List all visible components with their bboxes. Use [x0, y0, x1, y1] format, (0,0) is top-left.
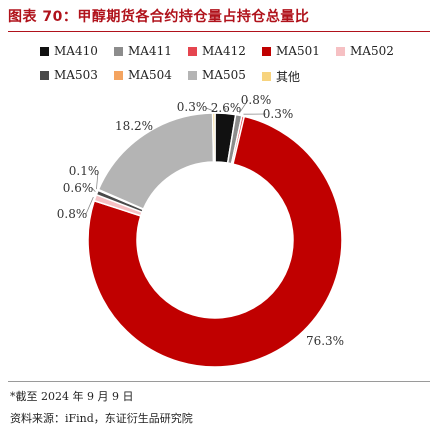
value-label-ma411: 0.8%	[241, 93, 272, 107]
value-label-ma501: 76.3%	[306, 334, 344, 348]
source-note: 资料来源：iFind，东证衍生品研究院	[10, 410, 193, 426]
donut-slices	[88, 113, 342, 367]
footer-rule	[8, 381, 430, 382]
slice-other	[213, 113, 215, 162]
value-label-ma410: 2.6%	[211, 101, 242, 115]
value-label-ma503: 0.6%	[63, 181, 94, 195]
value-label-ma505: 18.2%	[115, 119, 153, 133]
value-label-ma504: 0.1%	[69, 164, 100, 178]
donut-chart: 2.6% 0.8% 0.3% 76.3% 0.8% 0.6% 0.1% 18.2…	[0, 0, 438, 380]
value-label-other: 0.3%	[177, 100, 208, 114]
footnote: *截至 2024 年 9 月 9 日	[10, 388, 133, 404]
value-label-ma502: 0.8%	[57, 207, 88, 221]
value-label-ma412: 0.3%	[263, 107, 294, 121]
